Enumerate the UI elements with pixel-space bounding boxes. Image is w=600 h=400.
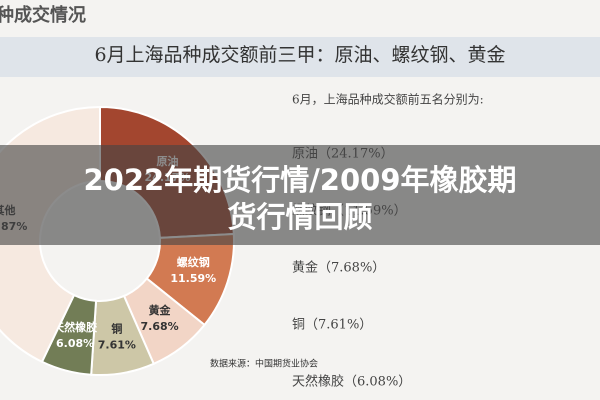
page-heading: 种成交情况 — [0, 4, 86, 26]
slice-label: 6.08% — [56, 337, 94, 350]
overlay-title: 2022年期货行情/2009年橡胶期 — [83, 163, 516, 197]
overlay-title: 货行情回顾 — [227, 200, 372, 234]
ranking-item: 天然橡胶（6.08%） — [292, 374, 411, 390]
slice-name: 黄金 — [149, 303, 172, 317]
slice-label: 7.61% — [98, 339, 136, 352]
ranking-intro: 6月，上海品种成交额前五名分别为: — [292, 92, 484, 107]
slice-label: 7.68% — [140, 320, 178, 333]
source: 数据来源：中国期货业协会 — [210, 358, 318, 370]
ranking-item: 铜（7.61%） — [292, 318, 372, 333]
banner: 6月上海品种成交额前三甲：原油、螺纹钢、黄金 — [94, 44, 505, 66]
slice-label: 11.59% — [170, 272, 216, 285]
slice-name: 螺纹钢 — [177, 255, 210, 269]
overlay-band — [0, 145, 600, 245]
slice-name: 铜 — [110, 322, 122, 336]
slice-name: 天然橡胶 — [53, 320, 97, 334]
banner-bg — [0, 37, 600, 77]
ranking-item: 黄金（7.68%） — [292, 260, 385, 276]
